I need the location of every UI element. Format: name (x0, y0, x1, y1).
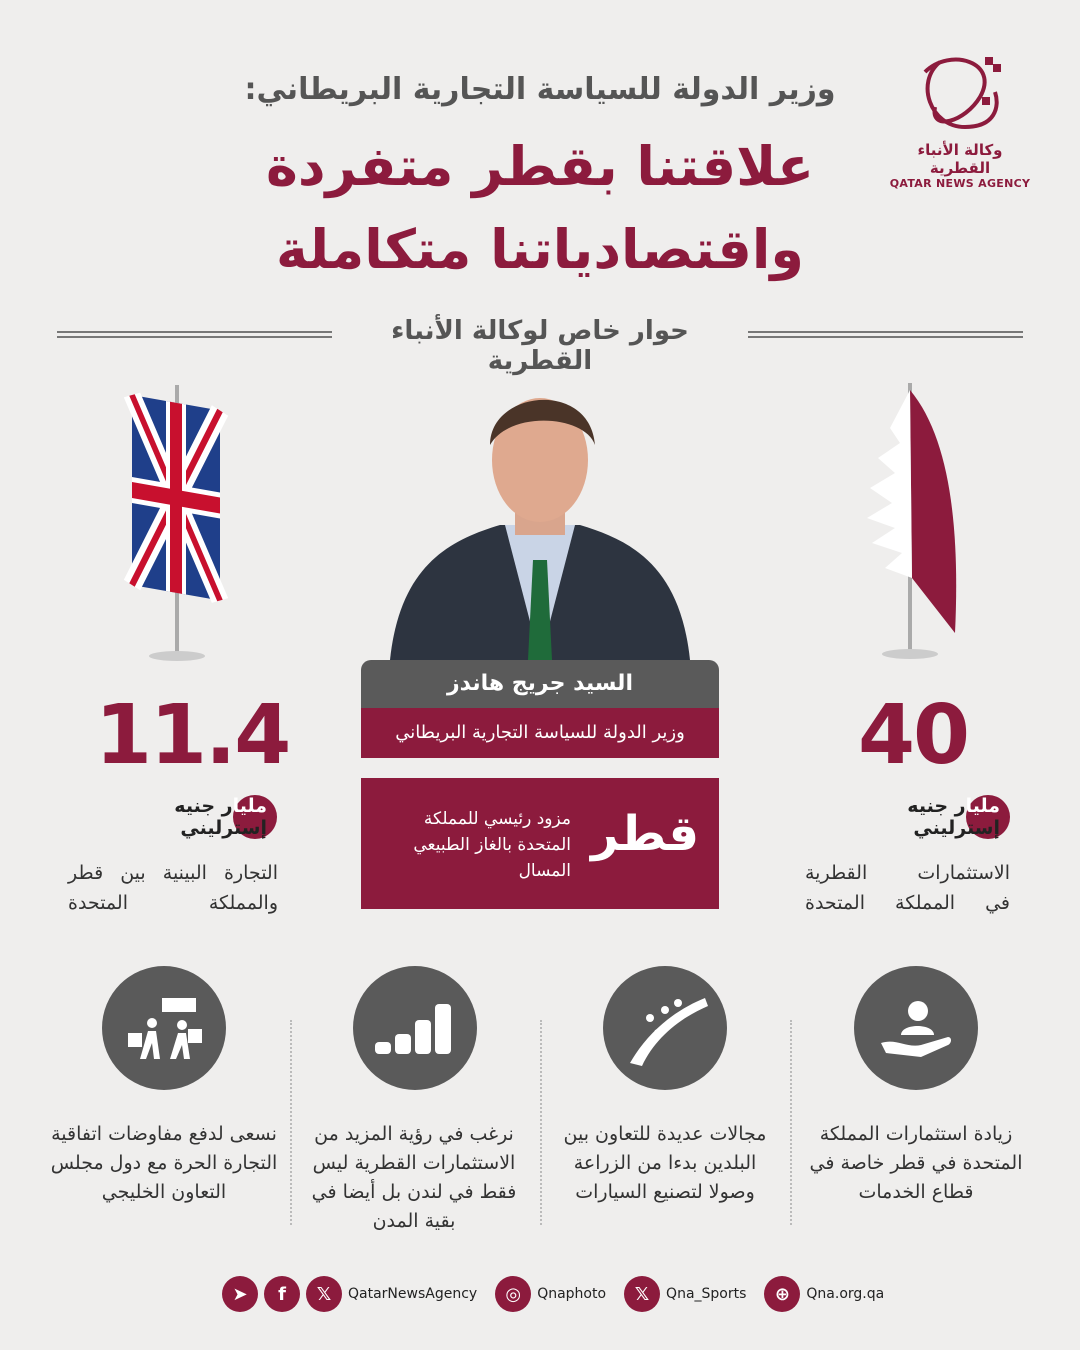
uk-flag (123, 385, 229, 661)
x-icon[interactable]: 𝕏 (624, 1276, 661, 1312)
column-text-investment: نرغب في رؤية المزيد من الاستثمارات القطر… (311, 1123, 517, 1232)
unit-b: ر جنيه إسترليني (174, 795, 267, 839)
handle-qna-sports[interactable]: Qna_Sports (666, 1286, 747, 1302)
unit-a: مليا (232, 795, 267, 817)
column-divider (540, 1020, 542, 1225)
x-icon[interactable]: 𝕏 (306, 1276, 342, 1312)
desc-line: في المملكة المتحدة (805, 892, 1010, 914)
trade-value: 11.4 (95, 688, 291, 783)
handle-qnaphoto[interactable]: Qnaphoto (537, 1286, 607, 1302)
minister-photo (390, 375, 690, 660)
unit-a: مليا (965, 795, 1000, 817)
qatar-lng-box: قطر مزود رئيسي للمملكة المتحدة بالغاز ال… (361, 778, 719, 909)
agriculture-road-icon (603, 966, 727, 1090)
qatar-word: قطر (590, 806, 699, 862)
logo-english: QATAR NEWS AGENCY (889, 177, 1031, 190)
column-divider (290, 1020, 292, 1225)
globe-icon[interactable]: ⊕ (764, 1276, 801, 1312)
trade-desc: التجارة البينية بين قطر والمملكة المتحدة (68, 858, 278, 918)
trade-unit: مليار جنيه إسترليني (85, 795, 277, 839)
investment-desc: الاستثمارات القطرية في المملكة المتحدة (805, 858, 1010, 918)
website-link[interactable]: Qna.org.qa (806, 1286, 885, 1302)
divider-left (57, 331, 332, 338)
column-text-cooperation: مجالات عديدة للتعاون بين البلدين بدءا من… (563, 1123, 767, 1203)
title-line-2: واقتصادياتنا متكاملة (275, 218, 804, 281)
investment-value: 40 (858, 688, 970, 783)
unit-b: ر جنيه إسترليني (907, 795, 1000, 839)
qna-emblem-icon (923, 57, 1001, 130)
hand-person-icon (854, 966, 978, 1090)
telegram-icon[interactable]: ➤ (222, 1276, 258, 1312)
trade-workers-icon (102, 966, 226, 1090)
facebook-icon[interactable]: f (264, 1276, 300, 1312)
coins-stack-icon (353, 966, 477, 1090)
supertitle: وزير الدولة للسياسة التجارية البريطاني: (244, 72, 836, 107)
person-name: السيد جريج هاندز (361, 660, 719, 708)
desc-line: والمملكة المتحدة (68, 892, 278, 914)
subtitle: حوار خاص لوكالة الأنباء القطرية (391, 316, 689, 376)
desc-line: الاستثمارات القطرية (805, 862, 1010, 884)
person-role: وزير الدولة للسياسة التجارية البريطاني (361, 708, 719, 758)
divider-right (748, 331, 1023, 338)
desc-line: التجارة البينية بين قطر (68, 862, 278, 884)
instagram-icon[interactable]: ◎ (495, 1276, 532, 1312)
qatar-flag (867, 383, 957, 659)
social-footer: ➤ f 𝕏 QatarNewsAgency ◎ Qnaphoto 𝕏 Qna_S… (222, 1276, 884, 1312)
title-line-1: علاقتنا بقطر متفردة (265, 135, 815, 198)
logo-arabic: وكالة الأنباء القطرية (917, 141, 1003, 177)
investment-unit: مليار جنيه إسترليني (818, 795, 1010, 839)
column-text-services: زيادة استثمارات المملكة المتحدة في قطر خ… (809, 1123, 1023, 1203)
qatar-lng-text: مزود رئيسي للمملكة المتحدة بالغاز الطبيع… (413, 809, 571, 881)
column-text-fta: نسعى لدفع مفاوضات اتفاقية التجارة الحرة … (50, 1123, 278, 1203)
column-divider (790, 1020, 792, 1225)
handle-qatarnewsagency[interactable]: QatarNewsAgency (348, 1286, 478, 1302)
qna-logo: وكالة الأنباء القطرية QATAR NEWS AGENCY (885, 52, 1035, 190)
